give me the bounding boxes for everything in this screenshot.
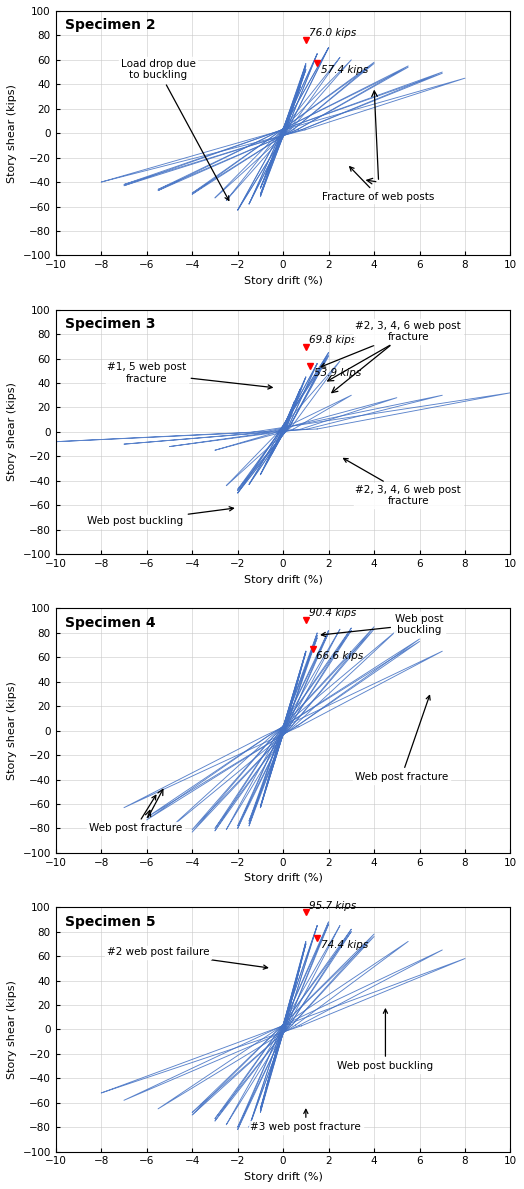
Text: #2 web post failure: #2 web post failure bbox=[107, 948, 268, 969]
Text: Web post buckling: Web post buckling bbox=[337, 1009, 433, 1071]
Text: #1, 5 web post
fracture: #1, 5 web post fracture bbox=[107, 363, 272, 389]
Text: Load drop due
to buckling: Load drop due to buckling bbox=[121, 58, 229, 201]
X-axis label: Story drift (%): Story drift (%) bbox=[244, 1172, 323, 1182]
Text: Specimen 4: Specimen 4 bbox=[65, 616, 156, 630]
Text: 90.4 kips: 90.4 kips bbox=[309, 609, 356, 618]
Text: Web post buckling: Web post buckling bbox=[88, 507, 234, 527]
Text: Web post fracture: Web post fracture bbox=[355, 696, 448, 782]
Y-axis label: Story shear (kips): Story shear (kips) bbox=[7, 980, 17, 1078]
Text: #3 web post fracture: #3 web post fracture bbox=[250, 1109, 361, 1132]
Text: #2, 3, 4, 6 web post
fracture: #2, 3, 4, 6 web post fracture bbox=[321, 321, 461, 367]
Text: 74.4 kips: 74.4 kips bbox=[321, 940, 368, 950]
Text: 57.4 kips: 57.4 kips bbox=[321, 65, 368, 75]
Y-axis label: Story shear (kips): Story shear (kips) bbox=[7, 83, 17, 183]
X-axis label: Story drift (%): Story drift (%) bbox=[244, 574, 323, 585]
X-axis label: Story drift (%): Story drift (%) bbox=[244, 873, 323, 883]
Text: Specimen 2: Specimen 2 bbox=[65, 18, 156, 32]
Text: 76.0 kips: 76.0 kips bbox=[309, 29, 356, 38]
Text: Web post fracture: Web post fracture bbox=[89, 795, 182, 833]
Text: Specimen 5: Specimen 5 bbox=[65, 914, 156, 929]
Text: 69.8 kips: 69.8 kips bbox=[309, 335, 356, 345]
Text: 66.6 kips: 66.6 kips bbox=[316, 652, 363, 661]
Y-axis label: Story shear (kips): Story shear (kips) bbox=[7, 681, 17, 780]
Text: Specimen 3: Specimen 3 bbox=[65, 317, 155, 331]
Y-axis label: Story shear (kips): Story shear (kips) bbox=[7, 383, 17, 482]
Text: Web post
buckling: Web post buckling bbox=[321, 614, 444, 636]
Text: 53.9 kips: 53.9 kips bbox=[314, 367, 361, 378]
X-axis label: Story drift (%): Story drift (%) bbox=[244, 276, 323, 285]
Text: 95.7 kips: 95.7 kips bbox=[309, 900, 356, 911]
Text: Fracture of web posts: Fracture of web posts bbox=[322, 166, 435, 202]
Text: #2, 3, 4, 6 web post
fracture: #2, 3, 4, 6 web post fracture bbox=[344, 459, 461, 507]
